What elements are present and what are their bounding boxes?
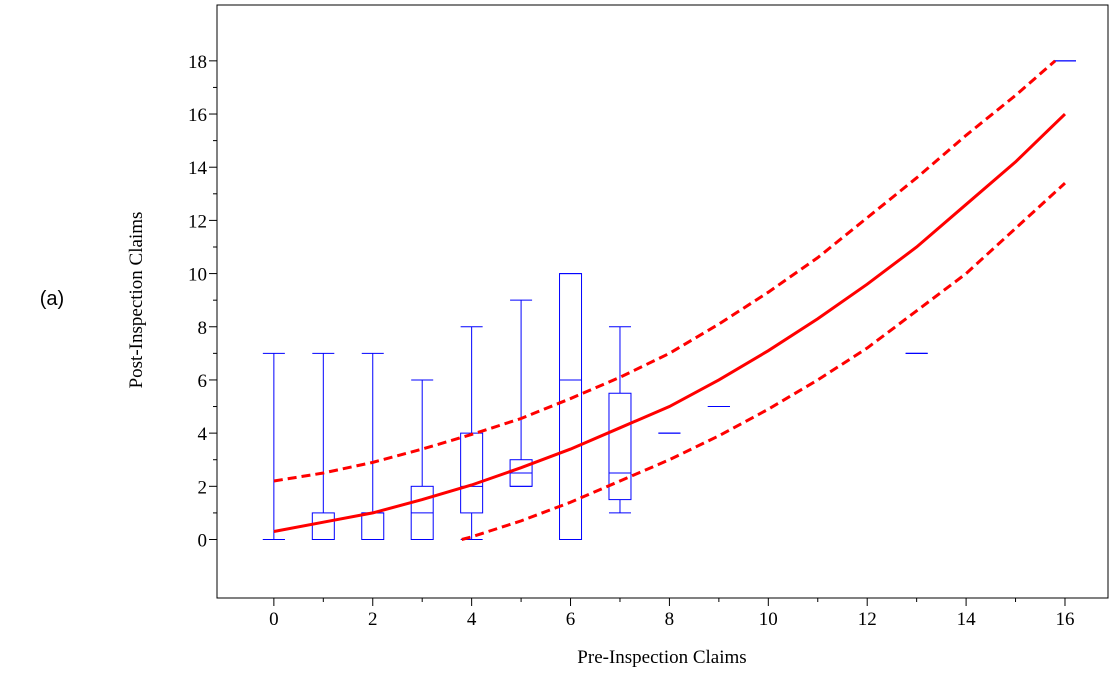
curve — [273, 59, 1057, 483]
panel-label: (a) — [40, 288, 64, 310]
box — [608, 392, 632, 501]
x-tick-label: 12 — [858, 609, 877, 630]
plot-frame — [216, 4, 1109, 599]
box — [460, 432, 484, 514]
x-tick-label: 4 — [467, 609, 477, 630]
y-axis-label: Post-Inspection Claims — [126, 212, 147, 389]
box — [559, 273, 583, 540]
box — [361, 512, 385, 540]
y-tick-label: 0 — [198, 530, 208, 551]
x-tick-label: 14 — [957, 609, 977, 630]
x-tick-label: 6 — [566, 609, 576, 630]
y-tick-label: 6 — [198, 371, 208, 392]
y-tick-label: 16 — [188, 105, 207, 126]
x-tick-label: 2 — [368, 609, 378, 630]
y-tick-label: 12 — [188, 211, 207, 232]
x-tick-label: 16 — [1055, 609, 1074, 630]
y-tick-label: 14 — [188, 158, 208, 179]
y-tick-label: 8 — [198, 318, 208, 339]
y-tick-label: 2 — [198, 477, 208, 498]
curve — [273, 112, 1067, 533]
curve — [461, 182, 1066, 541]
x-tick-label: 0 — [269, 609, 279, 630]
y-tick-label: 18 — [188, 52, 207, 73]
y-tick-label: 4 — [198, 424, 208, 445]
x-tick-label: 8 — [665, 609, 675, 630]
y-tick-label: 10 — [188, 265, 207, 286]
box — [311, 512, 335, 540]
x-axis-label: Pre-Inspection Claims — [577, 647, 746, 668]
x-tick-label: 10 — [759, 609, 778, 630]
